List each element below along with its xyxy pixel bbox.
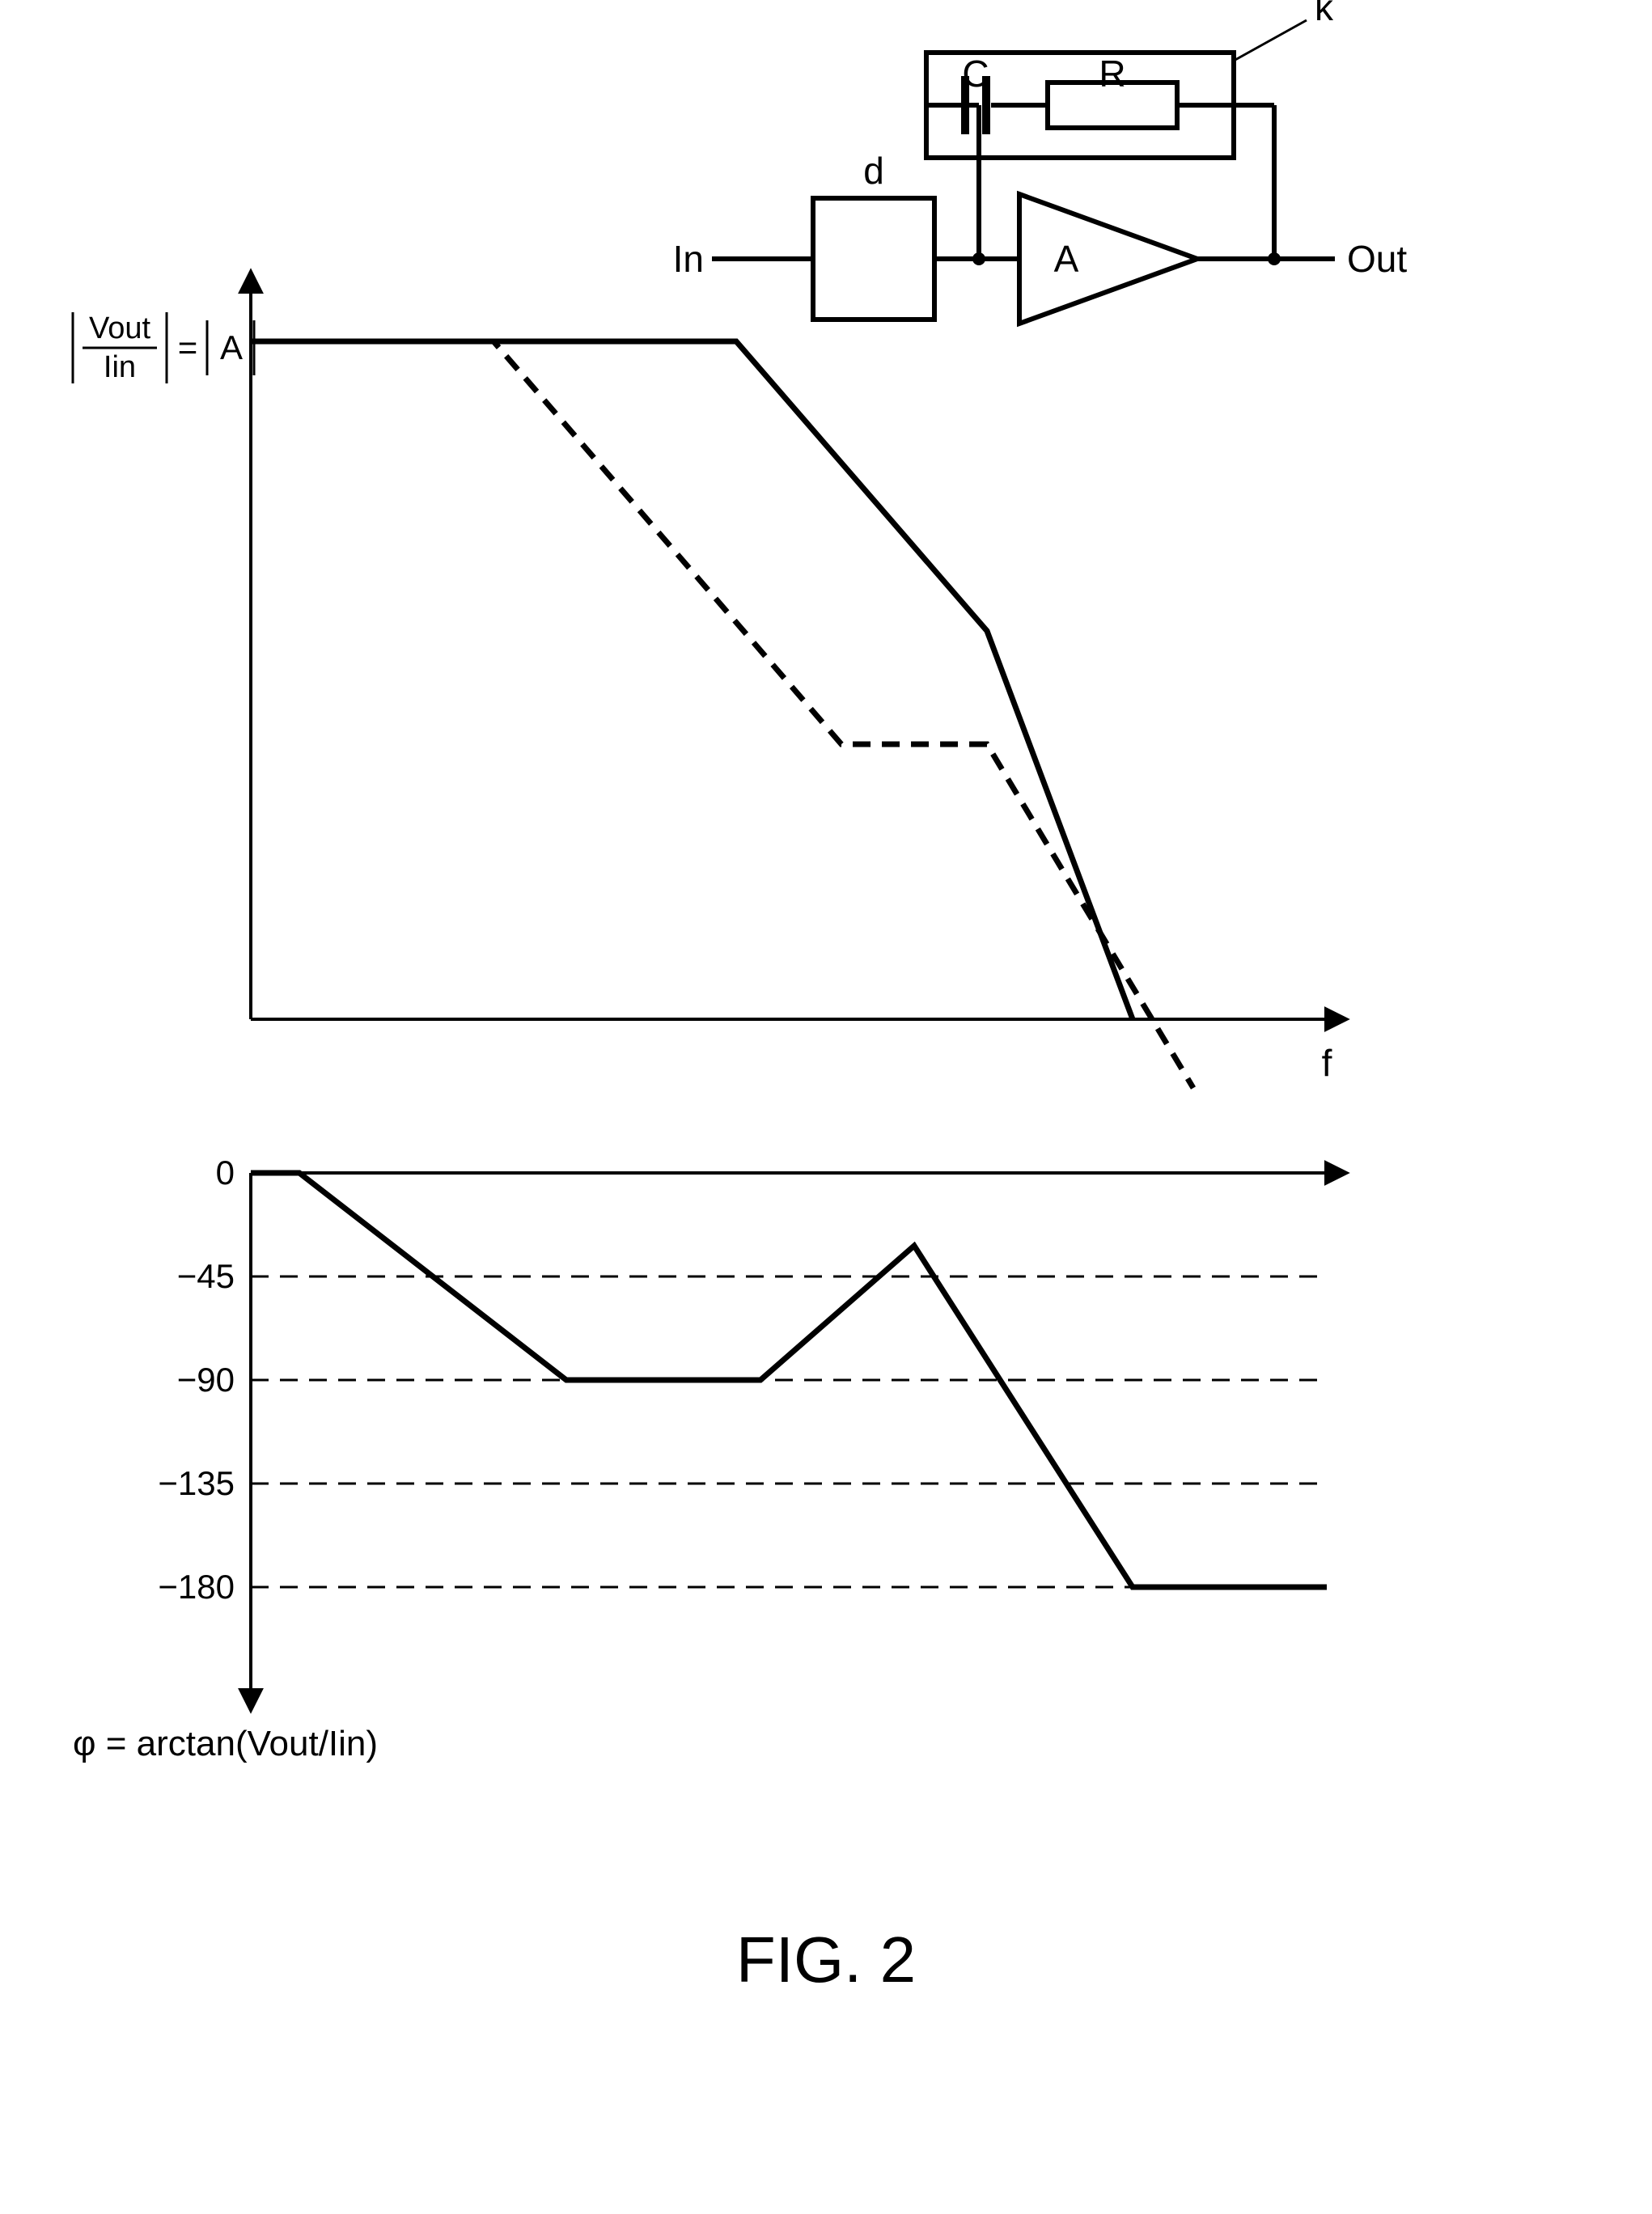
phase-ytick-label: −135	[158, 1464, 235, 1502]
circuit-in-label: In	[673, 238, 704, 280]
figure-label: FIG. 2	[736, 1924, 916, 1996]
leader-k	[1234, 20, 1307, 61]
phase-ytick-label: 0	[216, 1154, 235, 1192]
block-d	[813, 198, 934, 320]
mag-y-label: Vout Iin = A	[73, 311, 254, 384]
svg-text:A: A	[220, 328, 243, 366]
phase-ytick-label: −90	[177, 1361, 235, 1399]
circuit-out-label: Out	[1347, 238, 1407, 280]
cap-label: C	[962, 53, 989, 95]
amp-triangle	[1019, 194, 1197, 324]
figure-svg: In d A Out k C Rf Vout Iin = A 0 −45 −90 −135 −180 φ = a…	[0, 0, 1652, 2214]
mag-solid-line	[251, 341, 1133, 1019]
svg-text:Vout: Vout	[89, 311, 151, 345]
amp-label: A	[1054, 238, 1079, 280]
phase-y-label: φ = arctan(Vout/Iin)	[73, 1724, 378, 1763]
res-label: R	[1099, 53, 1125, 95]
phase-ytick-label: −45	[177, 1257, 235, 1295]
mag-dashed-line	[251, 341, 1193, 1088]
mag-x-label: f	[1322, 1042, 1332, 1084]
block-d-label: d	[863, 150, 884, 192]
figure-page: In d A Out k C Rf Vout Iin = A 0 −45 −90 −135 −180 φ = a…	[0, 0, 1652, 2214]
phase-ytick-label: −180	[158, 1568, 235, 1606]
svg-text:=: =	[178, 328, 198, 366]
block-k-label: k	[1315, 0, 1334, 28]
svg-text:Iin: Iin	[104, 350, 136, 384]
